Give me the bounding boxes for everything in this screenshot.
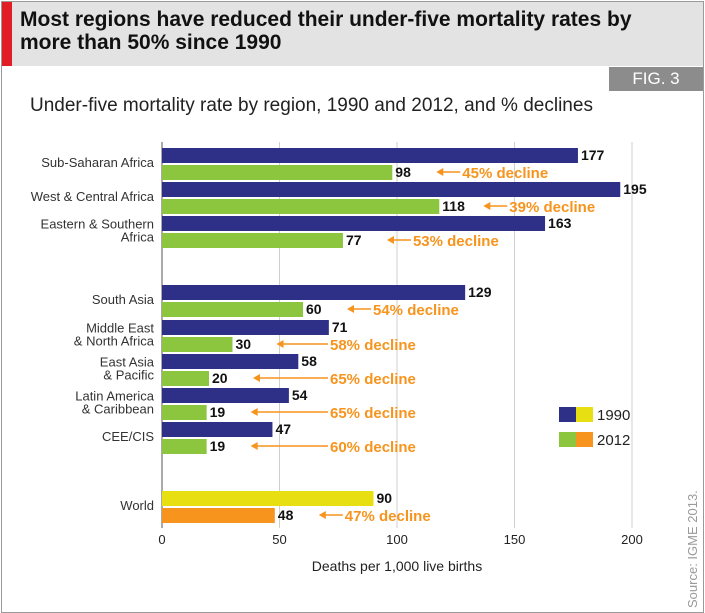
bar-2012 [162,302,303,317]
value-label-2012: 60 [306,301,322,317]
value-label-2012: 19 [210,404,226,420]
value-label-1990: 177 [581,147,605,163]
bar-1990 [162,320,329,335]
legend-swatch [576,432,593,447]
bar-2012 [162,233,343,248]
value-label-1990: 129 [468,284,492,300]
value-label-1990: 163 [548,215,572,231]
bar-1990 [162,491,374,506]
decline-arrow-head [253,374,260,382]
category-label: CEE/CIS [102,429,154,444]
decline-label: 65% decline [330,371,416,388]
bar-2012 [162,371,209,386]
bar-1990 [162,388,289,403]
bar-1990 [162,285,466,300]
decline-label: 65% decline [330,405,416,422]
category-label: East Asia [100,355,155,370]
bar-1990 [162,182,621,197]
headline-accent [2,2,12,66]
x-axis-label: Deaths per 1,000 live births [312,558,482,574]
decline-label: 60% decline [330,439,416,456]
decline-arrow-head [250,408,258,416]
decline-label: 53% decline [413,233,499,250]
x-tick-label: 200 [621,532,643,547]
bar-2012 [162,165,393,180]
decline-label: 54% decline [373,302,459,319]
legend-swatch [576,407,593,422]
category-label: & Caribbean [82,402,154,417]
bar-2012 [162,439,207,454]
x-tick-label: 0 [158,532,165,547]
chart-title: Under-five mortality rate by region, 199… [30,95,593,116]
x-tick-label: 100 [386,532,408,547]
x-tick-label: 150 [504,532,526,547]
decline-label: 47% decline [345,508,431,525]
decline-arrow-head [436,168,444,176]
legend-label: 2012 [597,432,630,449]
bar-1990 [162,422,273,437]
category-label: West & Central Africa [31,189,155,204]
value-label-1990: 58 [301,353,317,369]
decline-arrow-head [250,442,258,450]
value-label-2012: 19 [210,438,226,454]
value-label-1990: 71 [332,319,348,335]
decline-arrow-head [318,511,326,519]
value-label-2012: 118 [442,198,465,214]
value-label-1990: 47 [275,421,291,437]
decline-label: 58% decline [330,337,416,354]
value-label-1990: 54 [292,387,308,403]
category-label: Middle East [86,321,154,336]
category-label: World [120,498,154,513]
category-label: & North Africa [74,334,155,349]
bar-2012 [162,508,275,523]
decline-arrow-head [347,305,354,313]
headline: Most regions have reduced their under-fi… [20,8,632,54]
category-label: Sub-Saharan Africa [41,155,155,170]
legend-swatch [559,407,576,422]
figure-label: FIG. 3 [609,67,703,91]
value-label-2012: 48 [278,507,294,523]
value-label-2012: 20 [212,370,228,386]
legend-label: 1990 [597,407,630,424]
category-label: Latin America [75,389,155,404]
bar-1990 [162,216,546,231]
category-label: Eastern & Southern [41,217,154,232]
value-label-1990: 195 [623,181,647,197]
bar-2012 [162,199,440,214]
decline-arrow-head [386,236,394,244]
headline-bar: Most regions have reduced their under-fi… [2,2,703,66]
legend-swatch [559,432,576,447]
bar-1990 [162,354,299,369]
decline-arrow-head [276,340,284,348]
value-label-2012: 77 [346,232,362,248]
decline-label: 39% decline [509,199,595,216]
bar-2012 [162,337,233,352]
decline-label: 45% decline [462,165,548,182]
category-label: Africa [121,230,155,245]
value-label-2012: 30 [236,336,252,352]
bar-1990 [162,148,578,163]
value-label-2012: 98 [395,164,411,180]
decline-arrow-head [483,202,491,210]
x-tick-label: 50 [272,532,286,547]
value-label-1990: 90 [377,490,393,506]
bar-2012 [162,405,207,420]
source-note: Source: IGME 2013. [685,490,700,608]
category-label: South Asia [92,292,155,307]
category-label: & Pacific [103,368,154,383]
